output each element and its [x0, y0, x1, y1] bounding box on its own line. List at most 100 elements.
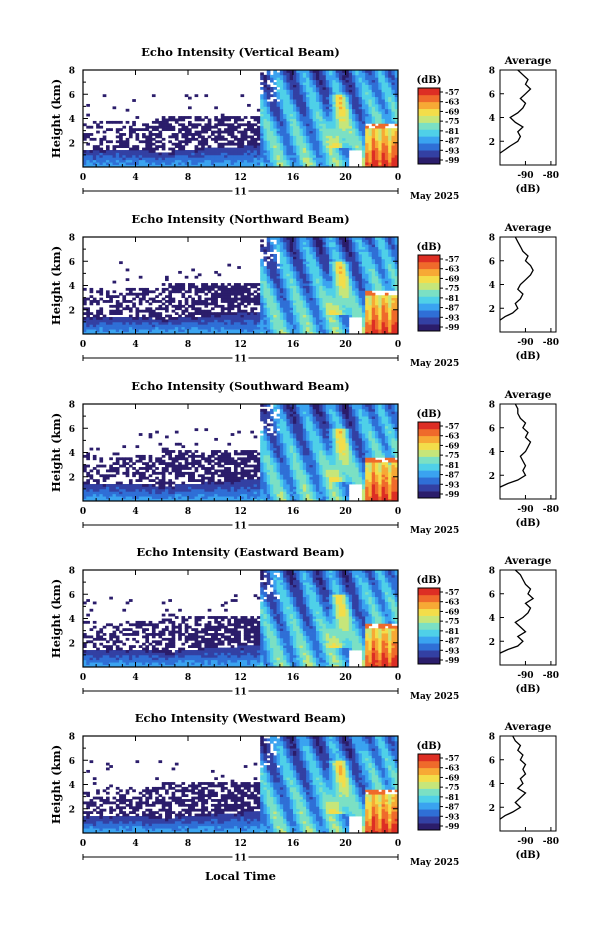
heatmap-cell [345, 253, 350, 257]
heatmap-cell [194, 137, 199, 141]
heatmap-cell [99, 164, 104, 168]
heatmap-cell [388, 150, 392, 153]
heatmap-cell [204, 317, 209, 320]
heatmap-cell [338, 326, 343, 330]
heatmap-cell [384, 287, 389, 291]
heatmap-cell [322, 319, 327, 323]
heatmap-cell [109, 321, 113, 325]
heatmap-cell [204, 319, 209, 323]
heatmap-cell [319, 130, 323, 134]
heatmap-cell [270, 314, 274, 318]
heatmap-cell [279, 123, 284, 127]
heatmap-cell [371, 246, 376, 250]
heatmap-cell [119, 120, 123, 124]
heatmap-cell [352, 116, 356, 119]
heatmap-cell [293, 246, 297, 250]
heatmap-cell [365, 239, 369, 243]
heatmap-cell [207, 125, 212, 129]
heatmap-cell [342, 287, 346, 291]
heatmap-cell [214, 162, 218, 165]
heatmap-cell [204, 283, 209, 286]
heatmap-cell [309, 258, 314, 262]
heatmap-cell [306, 113, 310, 117]
heatmap-cell [207, 120, 212, 124]
heatmap-cell [306, 256, 310, 260]
heatmap-cell [375, 258, 379, 262]
heatmap-cell [273, 70, 277, 73]
heatmap-cell [365, 297, 369, 301]
heatmap-cell [201, 319, 205, 323]
heatmap-cell [115, 329, 120, 332]
heatmap-cell [194, 324, 199, 328]
heatmap-cell [355, 130, 360, 134]
heatmap-cell [204, 331, 209, 335]
heatmap-cell [194, 116, 199, 119]
heatmap-cell [348, 70, 353, 73]
heatmap-cell [309, 314, 314, 318]
heatmap-cell [266, 263, 271, 267]
heatmap-cell [352, 79, 356, 83]
heatmap-cell [233, 304, 238, 308]
heatmap-cell [148, 133, 153, 136]
heatmap-cell [358, 309, 363, 313]
heatmap-cell [394, 278, 399, 282]
heatmap-cell [358, 77, 363, 81]
heatmap-cell [158, 314, 163, 318]
heatmap-cell [325, 261, 330, 265]
heatmap-cell [329, 275, 333, 279]
heatmap-cell [296, 157, 300, 161]
heatmap-cell [237, 309, 241, 313]
heatmap-cell [335, 302, 340, 306]
heatmap-cell [155, 135, 159, 139]
heatmap-cell [194, 300, 199, 303]
heatmap-cell [243, 326, 248, 330]
heatmap-cell [322, 297, 327, 301]
heatmap-cell [368, 70, 373, 73]
heatmap-cell [332, 270, 337, 274]
heatmap-cell [338, 154, 343, 158]
heatmap-cell [361, 96, 366, 100]
heatmap-cell [293, 159, 297, 163]
heatmap-cell [289, 154, 294, 158]
heatmap-cell [289, 290, 294, 294]
heatmap-cell [381, 244, 386, 248]
heatmap-cell [148, 162, 153, 165]
heatmap-cell [194, 331, 199, 335]
heatmap-cell [375, 280, 379, 284]
heatmap-cell [358, 312, 363, 315]
heatmap-cell [168, 154, 172, 158]
heatmap-cell [158, 324, 163, 328]
heatmap-cell [381, 140, 386, 144]
heatmap-cell [217, 142, 222, 146]
heatmap-cell [214, 154, 218, 158]
heatmap-cell [293, 154, 297, 158]
heatmap-cell [381, 309, 386, 313]
heatmap-cell [319, 123, 323, 127]
heatmap-cell [279, 70, 284, 73]
heatmap-cell [348, 133, 353, 136]
heatmap-cell [273, 266, 277, 269]
heatmap-cell [112, 152, 117, 156]
heatmap-cell [279, 164, 284, 168]
heatmap-cell [237, 287, 241, 291]
heatmap-cell [260, 101, 264, 105]
heatmap-cell [243, 135, 248, 139]
heatmap-cell [158, 152, 163, 156]
heatmap-cell [329, 314, 333, 318]
heatmap-cell [345, 319, 350, 323]
heatmap-cell [263, 329, 268, 332]
heatmap-cell [381, 106, 386, 110]
heatmap-cell [325, 79, 330, 83]
heatmap-cell [233, 142, 238, 146]
heatmap-cell [181, 317, 186, 320]
heatmap-cell [322, 142, 327, 146]
heatmap-cell [306, 99, 310, 102]
heatmap-cell [375, 331, 379, 335]
heatmap-cell [302, 118, 307, 122]
heatmap-cell [368, 108, 373, 112]
heatmap-cell [384, 77, 389, 81]
heatmap-cell [194, 275, 199, 279]
heatmap-cell [332, 164, 337, 168]
heatmap-cell [329, 152, 333, 156]
heatmap-cell [230, 300, 235, 303]
